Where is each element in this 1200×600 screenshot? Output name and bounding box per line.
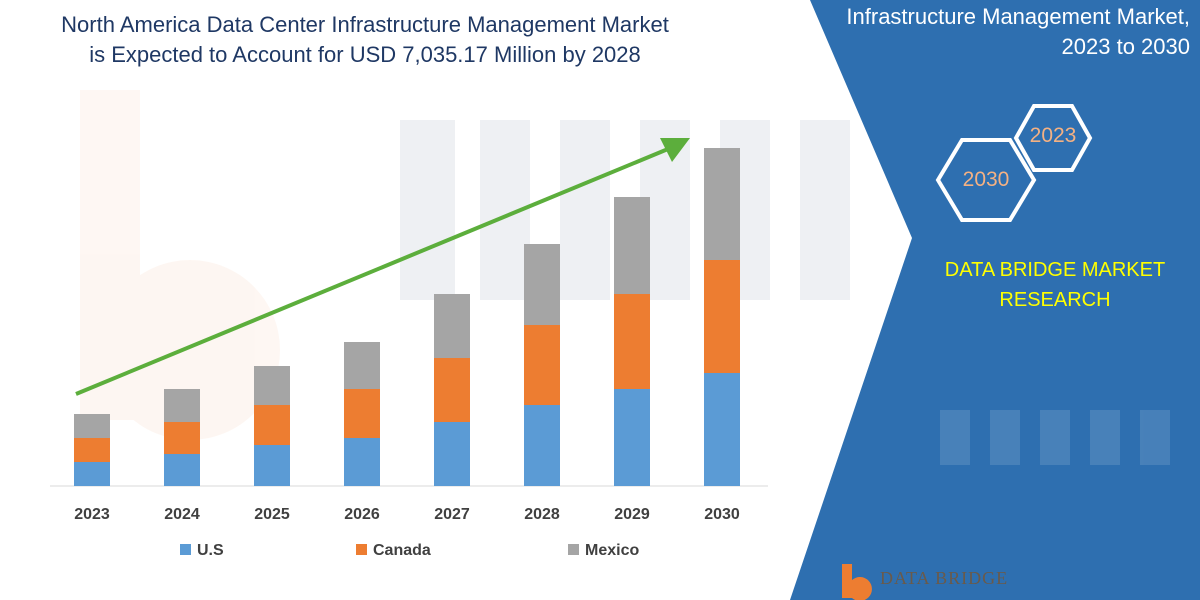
bar-canada-2029 xyxy=(614,294,650,389)
bar-canada-2026 xyxy=(344,389,380,438)
chart-title: North America Data Center Infrastructure… xyxy=(20,10,710,70)
x-tick-label-2025: 2025 xyxy=(254,506,290,523)
trend-arrow-line xyxy=(75,147,669,396)
bar-us-2030 xyxy=(704,373,740,486)
bar-us-2026 xyxy=(344,438,380,486)
bar-canada-2024 xyxy=(164,422,200,454)
hexagon-2023-icon xyxy=(1013,104,1093,172)
bar-canada-2023 xyxy=(74,438,110,462)
bar-us-2027 xyxy=(434,422,470,486)
brand-name: DATA BRIDGE MARKET RESEARCH xyxy=(920,255,1190,315)
bar-canada-2025 xyxy=(254,405,290,445)
x-tick-label-2027: 2027 xyxy=(434,506,470,523)
bar-mexico-2025 xyxy=(254,366,290,405)
panel-title-line-2: 2023 to 2030 xyxy=(1061,34,1190,59)
panel-watermark xyxy=(940,410,1170,465)
bar-mexico-2024 xyxy=(164,389,200,422)
brand-name-line-2: RESEARCH xyxy=(999,289,1111,311)
bar-us-2023 xyxy=(74,462,110,486)
legend-swatch-mexico xyxy=(568,544,579,555)
bar-us-2024 xyxy=(164,454,200,486)
x-tick-label-2028: 2028 xyxy=(524,506,560,523)
bar-canada-2028 xyxy=(524,325,560,405)
x-tick-label-2026: 2026 xyxy=(344,506,380,523)
brand-name-line-1: DATA BRIDGE MARKET xyxy=(944,259,1166,281)
hex-label-2023: 2023 xyxy=(1029,124,1077,147)
hexagon-2030-icon xyxy=(935,138,1037,222)
bar-mexico-2028 xyxy=(524,244,560,325)
panel-title-line-1: Infrastructure Management Market, xyxy=(846,4,1190,29)
legend-label-mexico: Mexico xyxy=(585,542,639,559)
hex-label-2030: 2030 xyxy=(962,168,1010,191)
trend-arrow-head-icon xyxy=(660,138,690,162)
legend-label-canada: Canada xyxy=(373,542,431,559)
bar-us-2025 xyxy=(254,445,290,486)
bar-us-2028 xyxy=(524,405,560,486)
stacked-bar-chart: 2023 2024 2025 2026 2027 2028 2029 2030 U.S Canad… xyxy=(50,138,768,559)
panel-title: Infrastructure Management Market, 2023 t… xyxy=(770,2,1190,62)
legend-swatch-us xyxy=(180,544,191,555)
side-panel-background xyxy=(790,0,1200,600)
bar-canada-2030 xyxy=(704,260,740,373)
bar-us-2029 xyxy=(614,389,650,486)
bar-canada-2027 xyxy=(434,358,470,422)
bar-mexico-2027 xyxy=(434,294,470,358)
x-tick-label-2029: 2029 xyxy=(614,506,650,523)
bar-mexico-2029 xyxy=(614,197,650,294)
bar-mexico-2023 xyxy=(74,414,110,438)
legend-label-us: U.S xyxy=(197,542,224,559)
chart-title-line-2: is Expected to Account for USD 7,035.17 … xyxy=(89,42,641,67)
bar-mexico-2026 xyxy=(344,342,380,389)
x-tick-label-2023: 2023 xyxy=(74,506,110,523)
legend-swatch-canada xyxy=(356,544,367,555)
x-tick-label-2030: 2030 xyxy=(704,506,740,523)
x-tick-label-2024: 2024 xyxy=(164,506,200,523)
bar-mexico-2030 xyxy=(704,148,740,260)
logo-text: DATA BRIDGE xyxy=(880,568,1009,588)
data-bridge-logo xyxy=(842,564,872,600)
chart-title-line-1: North America Data Center Infrastructure… xyxy=(61,12,669,37)
